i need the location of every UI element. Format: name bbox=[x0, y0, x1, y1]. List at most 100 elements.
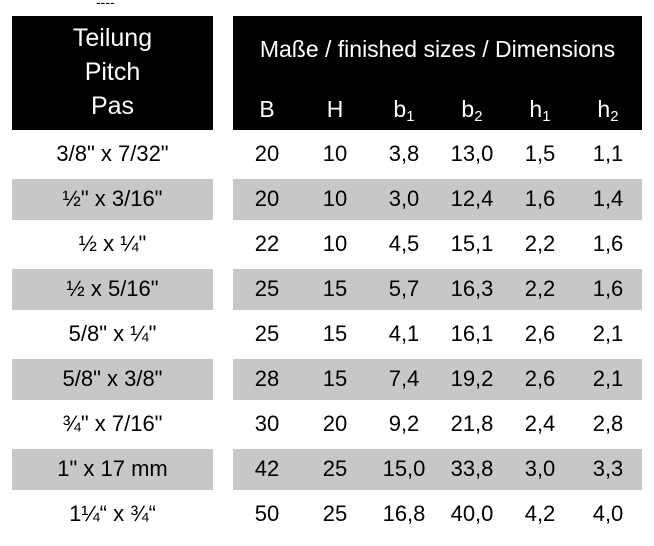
row-background-right bbox=[233, 269, 642, 310]
value-cell: 19,2 bbox=[450, 366, 494, 391]
pitch-cell: ¾" x 7/16" bbox=[62, 411, 163, 436]
value-cell: 25 bbox=[322, 456, 348, 481]
value-cell: 2,2 bbox=[524, 276, 556, 301]
value-cell: 16,8 bbox=[382, 501, 426, 526]
value-cell: 22 bbox=[254, 231, 280, 256]
value-cell: 2,2 bbox=[524, 231, 556, 256]
value-cell: 42 bbox=[254, 456, 280, 481]
table-row: 5/8" x ¼" 25 15 4,1 16,1 2,6 2,1 bbox=[0, 312, 654, 357]
row-background-left bbox=[12, 359, 213, 400]
value-cell: 4,1 bbox=[388, 321, 420, 346]
table-row: 5/8" x 3/8" 28 15 7,4 19,2 2,6 2,1 bbox=[0, 357, 654, 402]
pitch-header-line-3: Pas bbox=[90, 92, 135, 120]
value-cell: 10 bbox=[322, 186, 348, 211]
value-cell: 2,1 bbox=[592, 321, 624, 346]
value-cell: 5,7 bbox=[388, 276, 420, 301]
table-row: ½" x 3/16" 20 10 3,0 12,4 1,6 1,4 bbox=[0, 177, 654, 222]
value-cell: 25 bbox=[254, 321, 280, 346]
value-cell: 20 bbox=[254, 141, 280, 166]
column-header-symbol: B bbox=[259, 96, 275, 122]
row-background-left bbox=[12, 449, 213, 490]
column-header-symbol: b bbox=[393, 96, 407, 122]
value-cell: 3,0 bbox=[524, 456, 556, 481]
row-background-left bbox=[12, 269, 213, 310]
value-cell: 30 bbox=[254, 411, 280, 436]
value-cell: 4,2 bbox=[524, 501, 556, 526]
value-cell: 15 bbox=[322, 276, 348, 301]
column-header-subscript: 1 bbox=[542, 108, 551, 125]
column-header-symbol: H bbox=[326, 96, 344, 122]
value-cell: 33,8 bbox=[450, 456, 494, 481]
table-row: 1¼“ x ¾“ 50 25 16,8 40,0 4,2 4,0 bbox=[0, 492, 654, 537]
value-cell: 1,4 bbox=[592, 186, 624, 211]
column-header-b1: b1 bbox=[370, 96, 438, 125]
row-background-right bbox=[233, 359, 642, 400]
value-cell: 1,6 bbox=[592, 276, 624, 301]
value-cell: 16,3 bbox=[450, 276, 494, 301]
top-mark: ---- bbox=[96, 0, 115, 10]
value-cell: 28 bbox=[254, 366, 280, 391]
pitch-cell: ½ x ¼" bbox=[78, 231, 147, 256]
value-cell: 2,6 bbox=[524, 321, 556, 346]
value-cell: 3,0 bbox=[388, 186, 420, 211]
value-cell: 1,5 bbox=[524, 141, 556, 166]
column-header-subscript: 2 bbox=[474, 108, 483, 125]
table-row: 3/8" x 7/32" 20 10 3,8 13,0 1,5 1,1 bbox=[0, 132, 654, 177]
table-row: ½ x ¼" 22 10 4,5 15,1 2,2 1,6 bbox=[0, 222, 654, 267]
value-cell: 9,2 bbox=[388, 411, 420, 436]
value-cell: 15,1 bbox=[450, 231, 494, 256]
column-header-h1: h1 bbox=[506, 96, 574, 125]
column-header-subscript: 2 bbox=[610, 108, 619, 125]
pitch-cell: 1" x 17 mm bbox=[57, 456, 168, 481]
column-header-symbol: b bbox=[461, 96, 475, 122]
table-row: 1" x 17 mm 42 25 15,0 33,8 3,0 3,3 bbox=[0, 447, 654, 492]
column-header-h2: h2 bbox=[574, 96, 642, 125]
value-cell: 4,5 bbox=[388, 231, 420, 256]
pitch-cell: ½ x 5/16" bbox=[66, 276, 159, 301]
column-header-symbol: h bbox=[597, 96, 611, 122]
value-cell: 12,4 bbox=[450, 186, 494, 211]
row-background-right bbox=[233, 179, 642, 220]
row-background-right bbox=[233, 449, 642, 490]
value-cell: 16,1 bbox=[450, 321, 494, 346]
column-header-h: H bbox=[301, 96, 369, 123]
value-cell: 3,8 bbox=[388, 141, 420, 166]
value-cell: 1,6 bbox=[592, 231, 624, 256]
value-cell: 2,8 bbox=[592, 411, 624, 436]
value-cell: 2,4 bbox=[524, 411, 556, 436]
value-cell: 1,1 bbox=[592, 141, 624, 166]
table-row: ¾" x 7/16" 30 20 9,2 21,8 2,4 2,8 bbox=[0, 402, 654, 447]
pitch-header: Teilung Pitch Pas bbox=[12, 16, 213, 130]
value-cell: 7,4 bbox=[388, 366, 420, 391]
column-header-symbol: h bbox=[529, 96, 543, 122]
value-cell: 13,0 bbox=[450, 141, 494, 166]
pitch-cell: 3/8" x 7/32" bbox=[56, 141, 169, 166]
value-cell: 50 bbox=[254, 501, 280, 526]
dimensions-title: Maße / finished sizes / Dimensions bbox=[259, 36, 616, 62]
column-header-subscript: 1 bbox=[406, 108, 415, 125]
value-cell: 10 bbox=[322, 231, 348, 256]
value-cell: 15 bbox=[322, 366, 348, 391]
pitch-cell: 5/8" x 3/8" bbox=[62, 366, 163, 391]
column-header-b: B bbox=[233, 96, 301, 123]
value-cell: 20 bbox=[322, 411, 348, 436]
value-cell: 10 bbox=[322, 141, 348, 166]
pitch-header-line-2: Pitch bbox=[84, 58, 141, 86]
value-cell: 25 bbox=[254, 276, 280, 301]
row-background-left bbox=[12, 179, 213, 220]
value-cell: 3,3 bbox=[592, 456, 624, 481]
value-cell: 20 bbox=[254, 186, 280, 211]
value-cell: 40,0 bbox=[450, 501, 494, 526]
value-cell: 2,6 bbox=[524, 366, 556, 391]
value-cell: 15 bbox=[322, 321, 348, 346]
value-cell: 1,6 bbox=[524, 186, 556, 211]
value-cell: 21,8 bbox=[450, 411, 494, 436]
value-cell: 4,0 bbox=[592, 501, 624, 526]
value-cell: 15,0 bbox=[382, 456, 426, 481]
table-row: ½ x 5/16" 25 15 5,7 16,3 2,2 1,6 bbox=[0, 267, 654, 312]
pitch-cell: 1¼“ x ¾“ bbox=[69, 501, 156, 526]
pitch-cell: 5/8" x ¼" bbox=[68, 321, 157, 346]
pitch-cell: ½" x 3/16" bbox=[62, 186, 163, 211]
value-cell: 2,1 bbox=[592, 366, 624, 391]
